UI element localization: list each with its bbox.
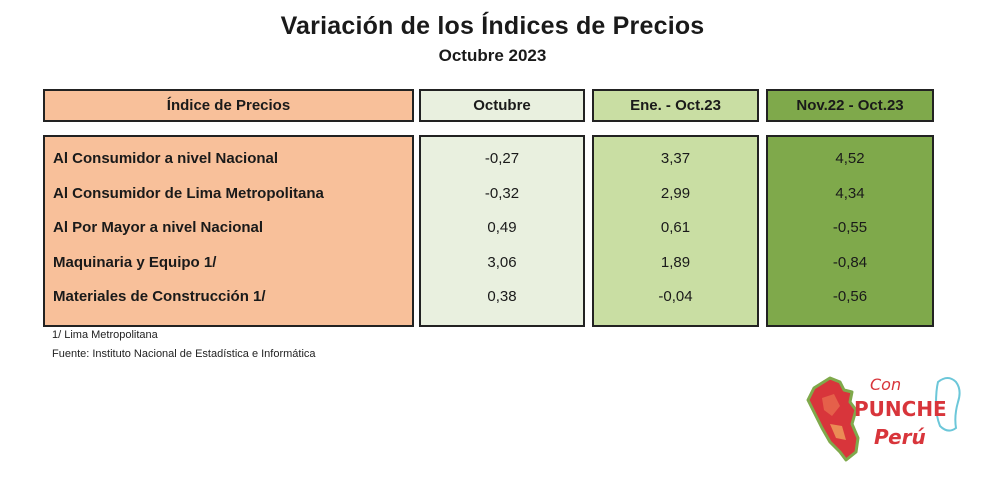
value-octubre: 0,38 [487, 288, 517, 305]
value-octubre: 0,49 [487, 219, 517, 236]
con-punche-peru-logo: Con PUNCHE Perú [800, 368, 970, 468]
value-nov-oct: -0,55 [832, 219, 868, 236]
value-ene-oct: 0,61 [660, 219, 691, 236]
row-label: Maquinaria y Equipo 1/ [53, 254, 217, 271]
value-octubre: -0,27 [484, 150, 520, 167]
value-nov-oct: -0,56 [832, 288, 868, 305]
value-ene-oct: 2,99 [660, 185, 691, 202]
row-label: Al Consumidor a nivel Nacional [53, 150, 279, 167]
peru-map-icon: Con PUNCHE Perú [806, 375, 961, 462]
logo-word-peru: Perú [874, 425, 926, 449]
column-nov-oct: 4,52 4,34 -0,55 -0,84 -0,56 [766, 135, 934, 327]
value-octubre: 3,06 [487, 254, 517, 271]
header-indice: Índice de Precios [43, 89, 414, 122]
footnote: 1/ Lima Metropolitana [52, 329, 158, 341]
page-subtitle: Octubre 2023 [438, 46, 547, 65]
row-label: Al Consumidor de Lima Metropolitana [53, 185, 324, 202]
source-note: Fuente: Instituto Nacional de Estadístic… [52, 348, 316, 360]
value-ene-oct: 3,37 [660, 150, 691, 167]
header-ene-oct: Ene. - Oct.23 [592, 89, 759, 122]
logo-word-punche: PUNCHE [854, 397, 947, 421]
column-octubre: -0,27 -0,32 0,49 3,06 0,38 [419, 135, 585, 327]
row-label: Al Por Mayor a nivel Nacional [53, 219, 264, 236]
value-ene-oct: 1,89 [660, 254, 691, 271]
header-octubre: Octubre [419, 89, 585, 122]
header-nov-oct: Nov.22 - Oct.23 [766, 89, 934, 122]
value-nov-oct: 4,52 [835, 150, 865, 167]
value-nov-oct: 4,34 [835, 185, 865, 202]
column-ene-oct: 3,37 2,99 0,61 1,89 -0,04 [592, 135, 759, 327]
value-octubre: -0,32 [484, 185, 520, 202]
logo-word-con: Con [870, 375, 901, 394]
row-label: Materiales de Construcción 1/ [53, 288, 266, 305]
column-indice: Al Consumidor a nivel Nacional Al Consum… [43, 135, 414, 327]
value-nov-oct: -0,84 [832, 254, 868, 271]
page-title: Variación de los Índices de Precios [280, 12, 705, 40]
value-ene-oct: -0,04 [658, 288, 693, 305]
